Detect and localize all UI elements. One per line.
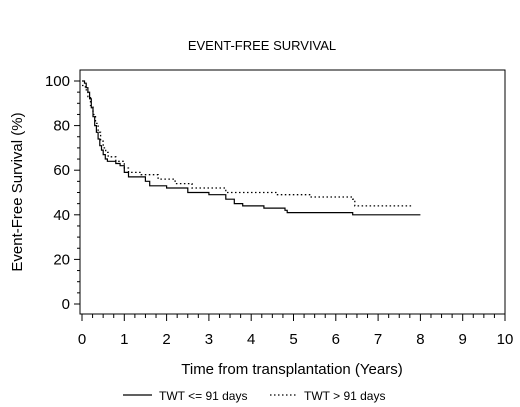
- series-line-1: [82, 80, 421, 216]
- x-tick-label: 10: [497, 331, 514, 348]
- x-tick-label: 3: [205, 331, 213, 348]
- y-tick-label: 100: [45, 73, 70, 90]
- y-tick-label: 80: [53, 118, 70, 135]
- y-tick-label: 0: [62, 296, 70, 313]
- y-tick-label: 40: [53, 207, 70, 224]
- x-tick-label: 8: [416, 331, 424, 348]
- legend: TWT <= 91 days TWT > 91 days: [123, 389, 385, 403]
- y-axis-label: Event-Free Survival (%): [9, 112, 26, 271]
- x-tick-label: 6: [332, 331, 340, 348]
- series-layer: [82, 80, 421, 216]
- plot-border: [79, 69, 506, 315]
- series-line-2: [82, 84, 412, 207]
- y-tick-label: 20: [53, 251, 70, 268]
- x-axis-label: Time from transplantation (Years): [181, 361, 402, 378]
- x-tick-label: 2: [162, 331, 170, 348]
- legend-label: TWT <= 91 days: [159, 389, 247, 403]
- chart-title: EVENT-FREE SURVIVAL: [188, 38, 336, 53]
- x-axis: 0 1 2 3 4 5 6 7 8 9 10: [78, 314, 514, 348]
- x-tick-label: 0: [78, 331, 86, 348]
- x-tick-label: 5: [289, 331, 297, 348]
- x-tick-label: 7: [374, 331, 382, 348]
- x-tick-label: 9: [459, 331, 467, 348]
- x-tick-label: 4: [247, 331, 255, 348]
- y-axis: 0 20 40 60 80 100: [45, 73, 80, 313]
- x-tick-label: 1: [120, 331, 128, 348]
- plot-area: [79, 69, 506, 315]
- legend-label: TWT > 91 days: [304, 389, 385, 403]
- y-tick-label: 60: [53, 162, 70, 179]
